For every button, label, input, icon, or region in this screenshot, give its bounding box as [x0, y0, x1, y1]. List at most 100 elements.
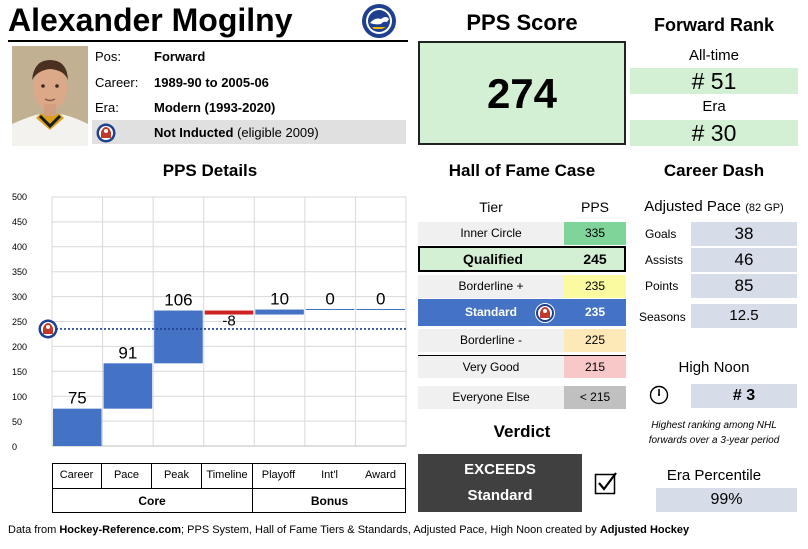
hof-status: Not Inducted (eligible 2009) [154, 125, 319, 140]
tier-header-row: Tier PPS [418, 196, 626, 219]
career-label: Career: [95, 75, 139, 90]
bar-peak [154, 310, 203, 364]
era-label: Era: [95, 100, 119, 115]
assists-label: Assists [645, 253, 684, 267]
footer-credits: Data from Hockey-Reference.com; PPS Syst… [8, 524, 689, 536]
hall-of-fame-icon [535, 303, 555, 323]
tier-row-qualified: Qualified 245 [418, 246, 626, 272]
footer-text: Data from [8, 524, 60, 536]
verdict-title: Verdict [493, 422, 551, 441]
tier-row-borderline-minus: Borderline - 225 [418, 329, 626, 352]
hof-status-row [92, 120, 406, 144]
seasons-value: 12.5 [691, 304, 797, 328]
tier-name: Very Good [462, 360, 520, 374]
data-label: -8 [222, 313, 235, 330]
goals-label: Goals [645, 227, 677, 241]
hof-case-title: Hall of Fame Case [448, 161, 596, 180]
y-tick-label: 200 [12, 342, 28, 352]
category-label-intl: Int'l [321, 469, 338, 481]
category-label-career: Career [52, 463, 102, 488]
tier-row-borderline-plus: Borderline + 235 [418, 275, 626, 298]
data-label: 91 [118, 343, 137, 362]
team-logo-icon [362, 4, 396, 38]
points-label: Points [645, 279, 679, 293]
era-rank-label: Era [702, 98, 726, 115]
footer-text: ; PPS System, Hall of Fame Tiers & Stand… [181, 524, 600, 536]
group-label-core: Core [52, 488, 253, 513]
header-divider [8, 40, 408, 42]
high-noon-value: # 3 [691, 384, 797, 408]
player-photo [12, 46, 88, 146]
data-label: 106 [164, 291, 192, 310]
tier-pps: 245 [583, 251, 607, 267]
seasons-label: Seasons [639, 310, 686, 324]
tier-row-very-good: Very Good 215 [418, 355, 626, 378]
assists-value: 46 [691, 248, 797, 272]
era-percentile-value: 99% [656, 488, 797, 512]
pps-score-value: 274 [486, 70, 558, 117]
tier-name: Borderline + [458, 279, 524, 293]
tier-pps: 225 [564, 329, 626, 352]
category-label-timeline: Timeline [202, 463, 253, 488]
tier-pps: 335 [564, 222, 626, 245]
y-tick-label: 0 [12, 442, 18, 452]
hall-of-fame-icon [38, 319, 58, 339]
points-value: 85 [691, 274, 797, 298]
era-rank-value: # 30 [630, 120, 798, 146]
position-value: Forward [154, 49, 206, 64]
data-label: 75 [68, 389, 87, 408]
data-label: 0 [325, 290, 334, 309]
forward-rank-title: Forward Rank [653, 15, 775, 35]
verdict-tier: Standard [467, 487, 533, 504]
checkbox-checked-icon [594, 472, 617, 495]
tier-name: Everyone Else [418, 386, 564, 409]
high-noon-note: Highest ranking among NHL forwards over … [630, 418, 798, 448]
pps-column-header: PPS [580, 199, 609, 215]
tier-row-standard: Standard 235 [418, 299, 626, 326]
data-label: 0 [376, 290, 385, 309]
y-tick-label: 300 [12, 292, 28, 302]
y-tick-label: 100 [12, 392, 28, 402]
pps-details-title: PPS Details [162, 161, 258, 180]
pps-score-box [418, 41, 626, 145]
y-tick-label: 400 [12, 242, 28, 252]
category-label-playoff: Playoff [261, 469, 296, 481]
group-label-bonus: Bonus [253, 488, 406, 513]
y-tick-label: 250 [12, 317, 28, 327]
tier-pps: 235 [564, 275, 626, 298]
goals-value: 38 [691, 222, 797, 246]
tier-name: Qualified [463, 251, 523, 267]
high-noon-note-line2: forwards over a 3-year period [648, 435, 780, 446]
category-label-pace: Pace [102, 463, 152, 488]
tier-row-everyone-else: Everyone Else < 215 [418, 386, 626, 409]
adjusted-pace-label: Adjusted Pace [644, 198, 742, 215]
category-label-peak: Peak [152, 463, 202, 488]
footer-creator: Adjusted Hockey [599, 524, 690, 536]
high-noon-title: High Noon [678, 359, 750, 376]
tier-name: Inner Circle [460, 226, 522, 240]
data-label: 10 [270, 290, 289, 309]
y-tick-label: 450 [12, 217, 28, 227]
tier-pps: 235 [584, 305, 606, 319]
hof-eligibility-note: (eligible 2009) [237, 125, 319, 140]
verdict-result: EXCEEDS [464, 461, 536, 478]
category-label-award: Award [365, 469, 396, 481]
footer-source: Hockey-Reference.com [59, 524, 182, 536]
y-tick-label: 150 [12, 367, 28, 377]
pps-waterfall-chart: 75 91 106 -8 10 0 0 [38, 196, 407, 447]
career-dash-title: Career Dash [663, 161, 765, 180]
player-name: Alexander Mogilny [8, 2, 293, 38]
career-value: 1989-90 to 2005-06 [154, 75, 269, 90]
y-tick-label: 350 [12, 267, 28, 277]
verdict-box [418, 454, 582, 512]
tier-column-header: Tier [479, 199, 503, 215]
alltime-rank-label: All-time [688, 47, 739, 64]
bar-career [53, 408, 102, 446]
clock-icon [649, 385, 669, 405]
bar-playoff [255, 309, 304, 315]
tier-name: Standard [464, 305, 517, 319]
tier-row-inner-circle: Inner Circle 335 [418, 222, 626, 245]
tier-name: Borderline - [459, 333, 523, 347]
pps-score-title: PPS Score [466, 10, 578, 35]
tier-pps: < 215 [564, 386, 626, 409]
